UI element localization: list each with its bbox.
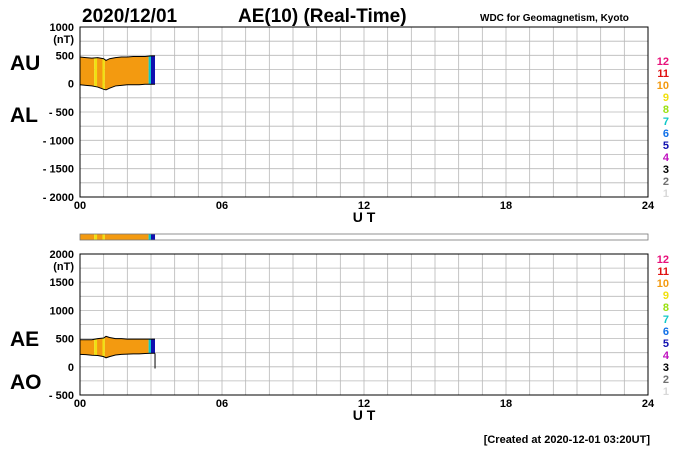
x-tick-label: 12 (358, 398, 370, 410)
station-band (104, 336, 149, 358)
station-count-label: 7 (663, 116, 669, 128)
x-axis-label: U T (353, 209, 376, 225)
strip-band (102, 234, 105, 240)
station-count-label: 7 (663, 314, 669, 326)
y-tick-label: 1000 (50, 22, 74, 34)
station-count-label: 8 (663, 302, 669, 314)
strip-band (104, 234, 149, 240)
station-band (148, 336, 151, 358)
station-band (151, 55, 156, 90)
y-tick-label: 500 (56, 50, 74, 62)
station-count-label: 11 (657, 266, 669, 278)
x-tick-label: 00 (74, 398, 86, 410)
station-count-label: 9 (663, 92, 669, 104)
y-tick-label: - 2000 (43, 192, 74, 204)
strip-band (148, 234, 151, 240)
station-count-label: 8 (663, 104, 669, 116)
station-band (97, 55, 103, 90)
y-tick-label: 2000 (50, 249, 74, 261)
station-band (151, 336, 156, 358)
station-band (102, 55, 105, 90)
station-count-label: 5 (663, 140, 669, 152)
station-count-label: 10 (657, 278, 669, 290)
series-label-ae: AE (10, 328, 39, 351)
au-al-panel: 1000 500 0 - 500 - 1000 - 1500 - 2000 (nT) 00 06 1… (10, 22, 655, 225)
x-tick-label: 00 (74, 200, 86, 212)
station-band (148, 55, 151, 90)
y-tick-label: - 500 (49, 390, 74, 402)
strip-band (151, 234, 156, 240)
station-band (94, 336, 98, 358)
series-line-ao (79, 352, 156, 359)
y-tick-label: 1000 (50, 305, 74, 317)
series-line-ae (80, 335, 156, 341)
y-tick-label: - 1000 (43, 135, 74, 147)
station-count-label: 12 (657, 56, 669, 68)
y-tick-label: - 1500 (43, 164, 74, 176)
y-tick-label: - 500 (49, 107, 74, 119)
strip-frame (79, 233, 649, 241)
station-count-label: 11 (657, 68, 669, 80)
x-tick-label: 06 (216, 200, 228, 212)
station-count-label: 3 (663, 362, 669, 374)
station-count-label: 3 (663, 164, 669, 176)
y-tick-label: 0 (68, 79, 74, 91)
x-tick-label: 24 (642, 200, 655, 212)
strip-band (80, 234, 95, 240)
station-count-strip (79, 233, 649, 241)
x-tick-label: 06 (216, 398, 228, 410)
station-band (80, 55, 95, 90)
station-band (94, 55, 98, 90)
x-axis-label: U T (353, 407, 376, 423)
x-tick-label: 12 (358, 200, 370, 212)
plot-frame (79, 253, 649, 396)
strip-band (94, 234, 98, 240)
series-label-ao: AO (10, 371, 42, 394)
station-band (97, 336, 103, 358)
station-band (80, 336, 95, 358)
chart-title: AE(10) (Real-Time) (238, 6, 407, 27)
station-band (102, 336, 105, 358)
station-count-label: 1 (663, 188, 669, 200)
series-label-au: AU (10, 52, 40, 75)
area-fill (80, 336, 156, 358)
station-count-label: 6 (663, 326, 669, 338)
station-count-label: 4 (663, 152, 670, 164)
created-timestamp: [Created at 2020-12-01 03:20UT] (484, 434, 651, 446)
station-count-label: 4 (663, 350, 670, 362)
station-count-label: 5 (663, 338, 669, 350)
header: 2020/12/01 AE(10) (Real-Time) WDC for Ge… (82, 6, 629, 27)
x-tick-label: 24 (642, 398, 655, 410)
y-unit-label: (nT) (53, 261, 74, 273)
x-tick-label: 18 (500, 398, 512, 410)
station-count-label: 9 (663, 290, 669, 302)
ae-ao-panel: 2000 1500 1000 500 0 - 500 (nT) 00 06 12 18 24 U T AE… (10, 249, 655, 423)
y-unit-label: (nT) (53, 34, 74, 46)
y-tick-label: 1500 (50, 277, 74, 289)
station-count-label: 2 (663, 176, 669, 188)
station-count-label: 12 (657, 254, 669, 266)
y-tick-label: 0 (68, 362, 74, 374)
date-title: 2020/12/01 (82, 6, 178, 27)
series-line-au (79, 55, 156, 62)
station-count-label: 2 (663, 374, 669, 386)
strip-band (97, 234, 103, 240)
y-tick-label: 500 (56, 334, 74, 346)
x-tick-label: 18 (500, 200, 512, 212)
credit-text: WDC for Geomagnetism, Kyoto (480, 13, 629, 24)
plot-frame (79, 26, 649, 198)
station-count-label: 6 (663, 128, 669, 140)
station-count-label: 10 (657, 80, 669, 92)
station-count-label: 1 (663, 386, 669, 398)
series-line-al (79, 83, 156, 91)
series-label-al: AL (10, 104, 38, 127)
